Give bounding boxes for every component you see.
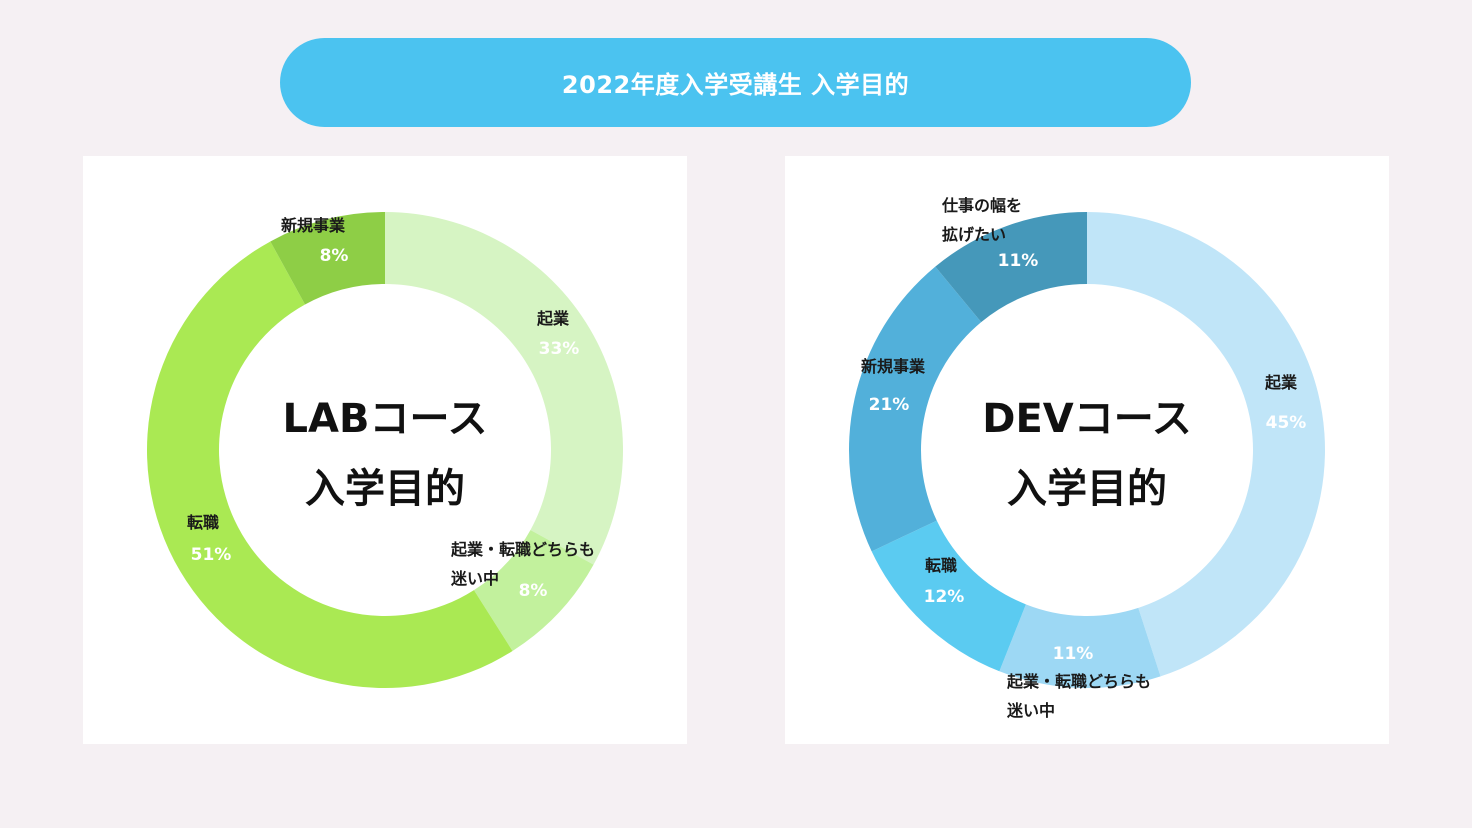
dev-slice-2 — [871, 520, 1026, 672]
lab-slice-value-0: 33% — [539, 339, 580, 359]
dev-center-title-1: 入学目的 — [1007, 466, 1167, 512]
lab-slice-label-1-0: 起業・転職どちらも — [450, 540, 595, 559]
dev-slice-0 — [1087, 212, 1325, 677]
lab-slice-label-3-0: 新規事業 — [281, 216, 346, 235]
lab-center-title-0: LABコース — [283, 396, 488, 442]
dev-slice-label-2-0: 転職 — [925, 556, 957, 575]
lab-slice-label-1-1: 迷い中 — [450, 569, 499, 588]
lab-slice-2 — [147, 241, 513, 688]
title-banner: 2022年度入学受講生 入学目的 — [280, 38, 1191, 127]
lab-slice-value-2: 51% — [191, 545, 232, 565]
dev-slice-label-4-1: 拡げたい — [942, 225, 1006, 244]
dev-slice-value-0: 45% — [1266, 413, 1307, 433]
lab-slices — [147, 212, 624, 688]
page-title: 2022年度入学受講生 入学目的 — [561, 71, 910, 99]
lab-slice-1 — [473, 529, 594, 651]
dev-slice-3 — [849, 266, 982, 552]
lab-chart-panel: 起業 33% 起業・転職どちらも 迷い中 8% 転職 51% 新規事業 8% LABコース 入学目的 — [83, 156, 687, 744]
lab-slice-3 — [270, 212, 385, 305]
dev-chart-panel: 起業 45% 起業・転職どちらも 迷い中 11% 転職 12% 新規事業 21% 仕事の幅を拡げた… — [785, 156, 1389, 744]
lab-slice-0 — [385, 212, 624, 565]
lab-slice-label-0-0: 起業 — [536, 309, 570, 328]
dev-slice-value-2: 12% — [924, 587, 965, 607]
lab-slice-label-2-0: 転職 — [187, 513, 219, 532]
dev-slice-value-4: 11% — [998, 251, 1039, 271]
lab-slice-value-3: 8% — [320, 246, 349, 266]
dev-slice-value-1: 11% — [1053, 644, 1094, 664]
lab-center-title-1: 入学目的 — [305, 466, 465, 512]
dev-slice-4 — [935, 212, 1087, 323]
dev-slice-label-3-0: 新規事業 — [861, 357, 926, 376]
dev-slice-label-0-0: 起業 — [1264, 373, 1298, 392]
dev-slice-label-4-0: 仕事の幅を — [941, 196, 1022, 215]
dev-slice-1 — [999, 604, 1161, 688]
dev-slice-value-3: 21% — [869, 395, 910, 415]
lab-slice-value-1: 8% — [519, 581, 548, 601]
dev-slice-label-1-1: 迷い中 — [1006, 701, 1055, 720]
dev-slices — [849, 212, 1325, 688]
dev-center-title-0: DEVコース — [982, 396, 1191, 442]
dev-slice-label-1-0: 起業・転職どちらも — [1006, 672, 1151, 691]
